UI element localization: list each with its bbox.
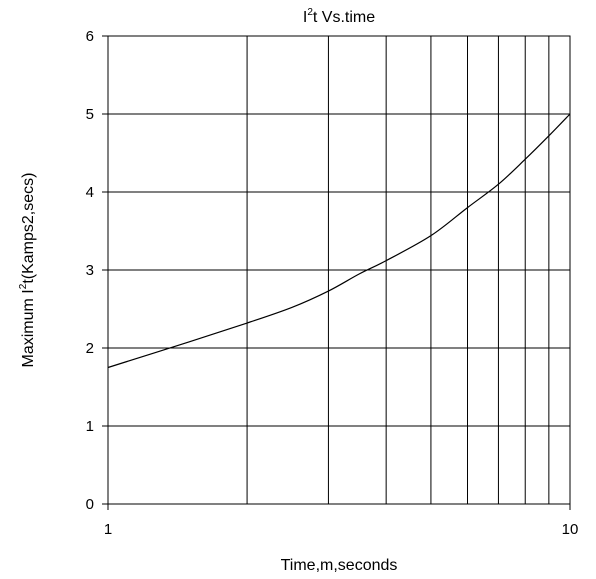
- series-line: [107, 113, 571, 369]
- chart-title-superscript: 2: [307, 7, 313, 18]
- grid-layer: [108, 36, 570, 504]
- y-axis-label: Maximum I2t(Kamps2,secs): [18, 173, 37, 368]
- y-tick-label: 5: [86, 106, 94, 123]
- x-axis-label: Time,m,seconds: [281, 557, 398, 574]
- y-tick-label: 6: [86, 28, 94, 45]
- y-axis-label-prefix: Maximum I: [20, 289, 37, 367]
- y-axis-label-superscript: 2: [18, 283, 29, 289]
- x-tick-label: 10: [562, 521, 579, 538]
- y-tick-label: 1: [86, 418, 94, 435]
- y-axis-label-suffix: t(Kamps2,secs): [20, 173, 37, 284]
- y-tick-label: 3: [86, 262, 94, 279]
- y-tick-label: 4: [86, 184, 94, 201]
- y-tick-label: 0: [86, 496, 94, 513]
- y-tick-label: 2: [86, 340, 94, 357]
- chart-title: I2t Vs.time: [303, 7, 375, 26]
- chart-title-suffix: t Vs.time: [313, 9, 375, 26]
- x-tick-label: 1: [104, 521, 112, 538]
- chart-title-prefix: I: [303, 9, 307, 26]
